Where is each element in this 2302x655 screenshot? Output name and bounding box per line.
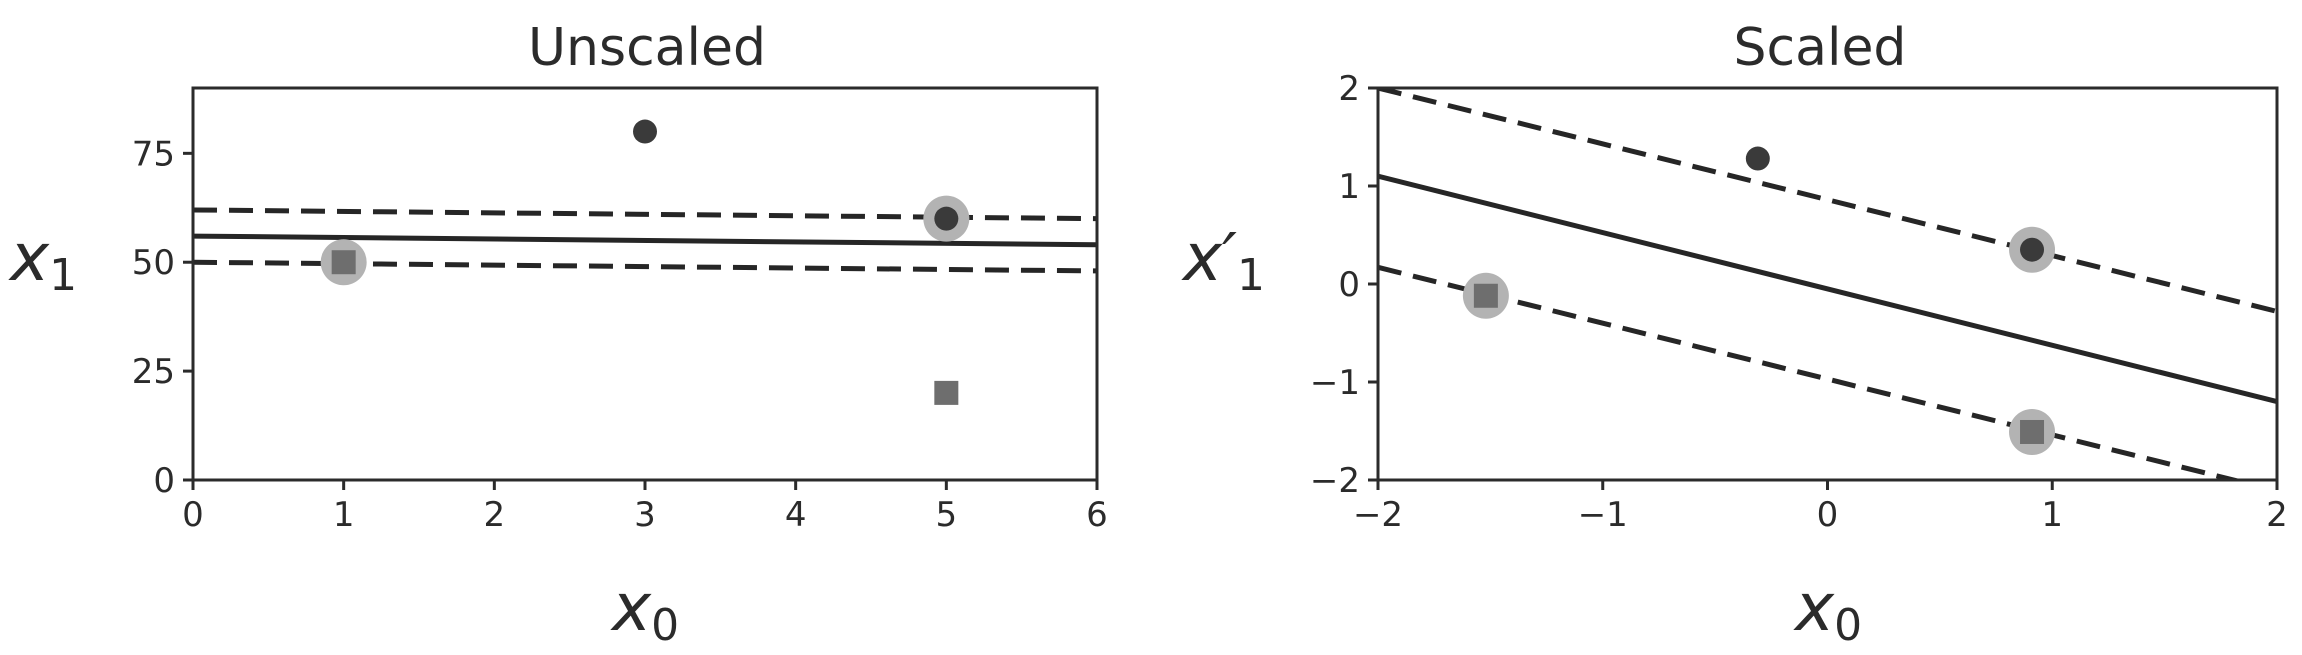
square-point [934, 380, 959, 405]
square-point [1473, 283, 1498, 308]
x-axis-label: x0 [610, 569, 679, 650]
x-tick-label: 2 [484, 495, 506, 535]
y-axis-label: x1 [8, 219, 77, 301]
plot-frame [191, 86, 1099, 482]
circle-point [2020, 237, 2045, 262]
x-tick-label: 4 [785, 495, 807, 535]
y-tick-label: −2 [1310, 461, 1360, 501]
x-tick-label: 0 [182, 495, 204, 535]
circle-point [633, 119, 657, 144]
y-tick-label: 0 [1338, 265, 1360, 305]
x-axis-label-main: x [1793, 569, 1835, 646]
y-axis-label-main: x [8, 219, 50, 296]
x-axis-label-main: x [610, 569, 652, 646]
circle-point [1745, 146, 1770, 171]
boundary-lines [1378, 88, 2277, 480]
y-tick-label: 0 [153, 461, 175, 501]
y-axis-label-main: x′ [1181, 219, 1237, 296]
y-tick-label: 25 [132, 352, 175, 392]
x-tick-label: 2 [2266, 495, 2288, 535]
margin-line [193, 207, 1097, 222]
plot-frame [1376, 86, 2279, 482]
x-tick-label: 3 [634, 495, 656, 535]
y-tick-label: −1 [1310, 363, 1360, 403]
x-tick-label: 0 [1817, 495, 1839, 535]
x-axis-label-sub: 0 [651, 600, 679, 650]
x-tick-label: −2 [1353, 495, 1403, 535]
y-axis-label-sub: 1 [49, 250, 77, 301]
x-tick-label: −1 [1578, 495, 1628, 535]
margin-line [1378, 88, 2277, 314]
x-tick-label: 6 [1086, 495, 1108, 535]
y-tick-label: 1 [1338, 167, 1360, 207]
x-tick-label: 1 [333, 495, 355, 535]
x-axis-label: x0 [1793, 569, 1862, 650]
x-tick-label: 1 [2041, 495, 2063, 535]
margin-line [1378, 264, 2244, 480]
square-point [331, 250, 356, 275]
decision-boundary-line [193, 233, 1097, 248]
y-tick-label: 50 [132, 243, 175, 283]
y-axis-label: x′1 [1181, 219, 1265, 301]
y-tick-label: 2 [1338, 69, 1360, 109]
x-tick-label: 5 [936, 495, 958, 535]
square-point [2020, 419, 2045, 444]
y-axis-label-sub: 1 [1237, 250, 1265, 301]
chart-title: Scaled [1734, 18, 1907, 78]
x-axis-label-sub: 0 [1834, 600, 1862, 650]
circle-point [934, 206, 959, 231]
decision-boundary-line [1378, 173, 2277, 405]
chart-title: Unscaled [528, 18, 766, 78]
y-tick-label: 75 [132, 134, 175, 174]
